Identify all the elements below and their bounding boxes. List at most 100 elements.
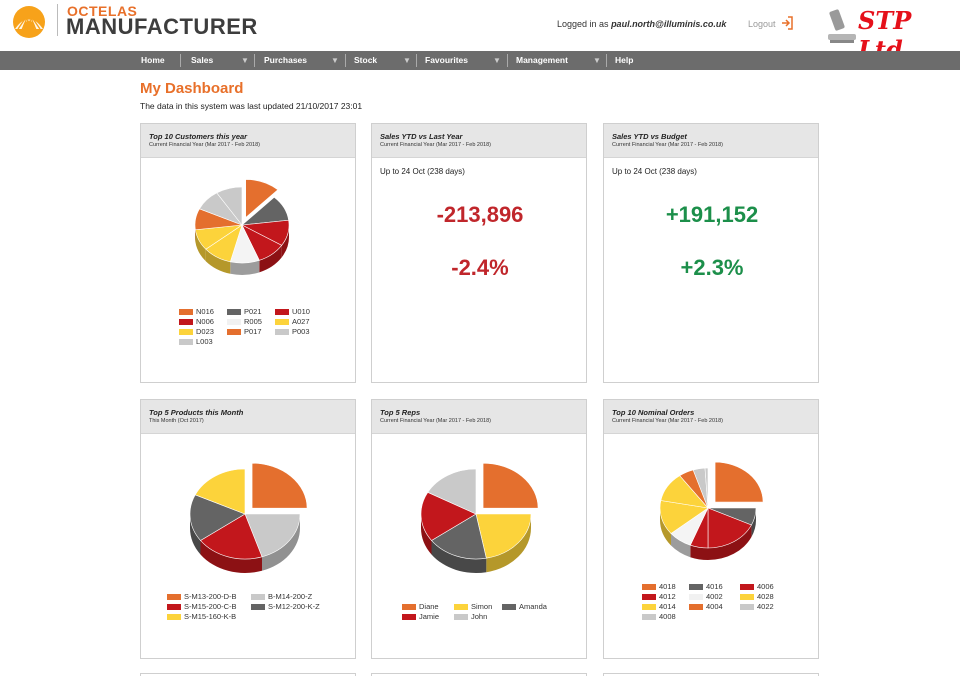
legend-item[interactable]: S-M15-160-K-B bbox=[167, 612, 236, 621]
pie-slice-John[interactable] bbox=[427, 468, 477, 515]
reps-legend: Diane Simon Amanda Jamie John bbox=[402, 602, 582, 624]
pie-slice-B-M14-200-Z[interactable] bbox=[244, 513, 301, 558]
pie-slice-L003[interactable] bbox=[216, 186, 243, 226]
pie-slice-Amanda[interactable] bbox=[431, 513, 487, 560]
legend-label: John bbox=[471, 612, 488, 621]
legend-label: N006 bbox=[196, 317, 214, 326]
legend-item[interactable]: Diane bbox=[402, 602, 439, 611]
pie-slice-S-M15-200-C-B[interactable] bbox=[200, 513, 263, 560]
kpi-value: +191,152 bbox=[665, 202, 759, 227]
panel-subtitle: Current Financial Year (Mar 2017 - Feb 2… bbox=[149, 142, 260, 148]
pie-slice-N016[interactable] bbox=[245, 179, 279, 219]
legend-item[interactable]: S-M12-200-K-Z bbox=[251, 602, 320, 611]
pie-slice-S-M13-200-D-B[interactable] bbox=[251, 462, 308, 509]
panel-sales-vs-last-year: Sales YTD vs Last Year Current Financial… bbox=[371, 123, 587, 383]
legend-item[interactable]: N016 bbox=[179, 307, 214, 316]
pie-slice-Jamie[interactable] bbox=[420, 491, 477, 541]
pie-slice-4008[interactable] bbox=[704, 467, 709, 509]
nav-favourites[interactable]: Favourites bbox=[425, 55, 468, 65]
pie-slice-Diane[interactable] bbox=[482, 462, 539, 509]
panel-top-products: Top 5 Products this Month This Month (Oc… bbox=[140, 399, 356, 659]
nav-management[interactable]: Management bbox=[516, 55, 568, 65]
legend-item[interactable]: L003 bbox=[179, 337, 213, 346]
legend-swatch bbox=[642, 593, 656, 600]
legend-label: P017 bbox=[244, 327, 262, 336]
reps-pie-chart bbox=[420, 462, 539, 573]
legend-item[interactable]: P003 bbox=[275, 327, 310, 336]
legend-item[interactable]: 4014 bbox=[642, 602, 676, 611]
legend-label: S-M12-200-K-Z bbox=[268, 602, 320, 611]
legend-item[interactable]: Amanda bbox=[502, 602, 547, 611]
legend-item[interactable]: S-M13-200-D-B bbox=[167, 592, 237, 601]
pie-slice-4018[interactable] bbox=[714, 461, 764, 503]
legend-item[interactable]: 4004 bbox=[689, 602, 723, 611]
nominal-legend: 4018 4016 4006 4012 4002 4028 4014 4004 4022 4008 bbox=[642, 582, 812, 622]
legend-item[interactable]: Jamie bbox=[402, 612, 439, 621]
legend-label: S-M15-160-K-B bbox=[184, 612, 237, 621]
pie-slice-S-M15-160-K-B[interactable] bbox=[194, 468, 246, 515]
legend-swatch bbox=[227, 328, 241, 335]
pie-slice-side bbox=[230, 260, 260, 275]
chevron-down-icon[interactable]: ▼ bbox=[593, 56, 601, 65]
panel-subtitle: Current Financial Year (Mar 2017 - Feb 2… bbox=[612, 142, 723, 148]
legend-item[interactable]: 4016 bbox=[689, 582, 723, 591]
nav-separator bbox=[606, 54, 607, 67]
pie-slice-4006[interactable] bbox=[707, 507, 752, 549]
stapler-logo-icon bbox=[828, 9, 856, 43]
legend-item[interactable]: 4012 bbox=[642, 592, 676, 601]
legend-item[interactable]: 4022 bbox=[740, 602, 774, 611]
panel-title: Sales YTD vs Budget bbox=[612, 132, 687, 141]
legend-item[interactable]: A027 bbox=[275, 317, 310, 326]
legend-label: N016 bbox=[196, 307, 214, 316]
panel-header: Top 5 Reps Current Financial Year (Mar 2… bbox=[372, 400, 586, 434]
pie-slice-side bbox=[205, 249, 231, 274]
customers-pie-chart bbox=[194, 179, 290, 275]
legend-item[interactable]: S-M15-200-C-B bbox=[167, 602, 237, 611]
legend-item[interactable]: R005 bbox=[227, 317, 262, 326]
panel-subtitle: Current Financial Year (Mar 2017 - Feb 2… bbox=[380, 418, 491, 424]
legend-swatch bbox=[179, 338, 193, 345]
nav-home[interactable]: Home bbox=[141, 55, 165, 65]
nav-help[interactable]: Help bbox=[615, 55, 634, 65]
page-subtitle: The data in this system was last updated… bbox=[140, 101, 363, 111]
nav-sales[interactable]: Sales bbox=[191, 55, 214, 65]
pie-slice-side bbox=[200, 540, 262, 573]
pie-slice-Simon[interactable] bbox=[475, 513, 532, 559]
legend-swatch bbox=[179, 328, 193, 335]
legend-label: A027 bbox=[292, 317, 310, 326]
page-title: My Dashboard bbox=[140, 80, 244, 97]
legend-item[interactable]: 4018 bbox=[642, 582, 676, 591]
top-header: OCTELAS MANUFACTURER Logged in as paul.n… bbox=[0, 0, 960, 64]
legend-item[interactable]: D023 bbox=[179, 327, 214, 336]
chevron-down-icon[interactable]: ▼ bbox=[331, 56, 339, 65]
legend-swatch bbox=[251, 603, 265, 610]
legend-item[interactable]: 4028 bbox=[740, 592, 774, 601]
panel-header: Sales YTD vs Last Year Current Financial… bbox=[372, 124, 586, 158]
logout-icon[interactable] bbox=[781, 16, 793, 30]
legend-item[interactable]: B-M14-200-Z bbox=[251, 592, 312, 601]
logout-link[interactable]: Logout bbox=[748, 19, 776, 29]
legend-swatch bbox=[251, 593, 265, 600]
legend-item[interactable]: 4006 bbox=[740, 582, 774, 591]
legend-label: 4002 bbox=[706, 592, 723, 601]
legend-item[interactable]: U010 bbox=[275, 307, 310, 316]
legend-item[interactable]: 4002 bbox=[689, 592, 723, 601]
legend-item[interactable]: P021 bbox=[227, 307, 262, 316]
legend-item[interactable]: John bbox=[454, 612, 487, 621]
legend-item[interactable]: Simon bbox=[454, 602, 492, 611]
legend-item[interactable]: N006 bbox=[179, 317, 214, 326]
chevron-down-icon[interactable]: ▼ bbox=[493, 56, 501, 65]
legend-item[interactable]: P017 bbox=[227, 327, 262, 336]
nav-separator bbox=[254, 54, 255, 67]
legend-label: L003 bbox=[196, 337, 213, 346]
chevron-down-icon[interactable]: ▼ bbox=[403, 56, 411, 65]
logged-in-text: Logged in as paul.north@illuminis.co.uk bbox=[557, 19, 726, 29]
nav-stock[interactable]: Stock bbox=[354, 55, 378, 65]
pie-slice-side bbox=[431, 540, 487, 573]
nav-purchases[interactable]: Purchases bbox=[264, 55, 307, 65]
pie-slice-S-M12-200-K-Z[interactable] bbox=[189, 494, 246, 541]
chevron-down-icon[interactable]: ▼ bbox=[241, 56, 249, 65]
legend-item[interactable]: 4008 bbox=[642, 612, 676, 621]
sun-logo-icon[interactable] bbox=[12, 5, 46, 39]
legend-label: P021 bbox=[244, 307, 262, 316]
